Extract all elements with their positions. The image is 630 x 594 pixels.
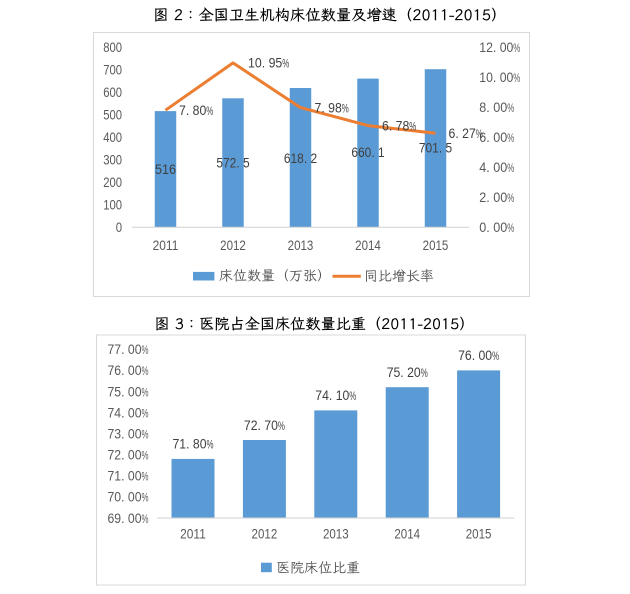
svg-text:2013: 2013 [288, 237, 314, 253]
svg-text:%: % [513, 71, 520, 85]
svg-text:0. 00: 0. 00 [479, 219, 507, 235]
svg-text:572. 5: 572. 5 [216, 155, 249, 171]
svg-text:%: % [507, 191, 514, 205]
svg-text:%: % [142, 491, 149, 505]
svg-text:8. 00: 8. 00 [479, 99, 507, 115]
svg-text:%: % [342, 101, 349, 115]
svg-text:100: 100 [103, 197, 122, 213]
svg-text:2013: 2013 [323, 525, 349, 541]
svg-text:%: % [507, 221, 514, 235]
svg-text:%: % [142, 512, 149, 526]
svg-text:%: % [278, 419, 285, 433]
svg-text:516: 516 [155, 161, 176, 177]
svg-text:7. 80: 7. 80 [179, 102, 206, 118]
svg-text:%: % [142, 427, 149, 441]
svg-text:%: % [206, 104, 213, 118]
svg-text:71. 80: 71. 80 [173, 436, 207, 452]
svg-text:660. 1: 660. 1 [351, 144, 384, 160]
svg-text:72. 70: 72. 70 [244, 417, 278, 433]
svg-text:2. 00: 2. 00 [479, 189, 507, 205]
svg-text:7. 98: 7. 98 [315, 99, 342, 115]
svg-text:0: 0 [116, 219, 122, 235]
svg-text:4. 00: 4. 00 [479, 159, 507, 175]
svg-text:500: 500 [103, 106, 122, 122]
svg-text:74. 10: 74. 10 [315, 387, 349, 403]
svg-text:%: % [409, 119, 416, 133]
svg-text:%: % [476, 127, 483, 141]
svg-text:%: % [207, 438, 214, 452]
svg-text:10. 95: 10. 95 [248, 55, 282, 71]
svg-text:69. 00: 69. 00 [108, 510, 142, 526]
svg-text:200: 200 [103, 174, 122, 190]
svg-text:618. 2: 618. 2 [284, 150, 317, 166]
svg-text:%: % [142, 385, 149, 399]
svg-text:%: % [507, 101, 514, 115]
svg-text:6. 27: 6. 27 [449, 125, 476, 141]
svg-text:%: % [142, 343, 149, 357]
svg-text:%: % [507, 131, 514, 145]
svg-text:%: % [142, 364, 149, 378]
svg-text:%: % [282, 57, 289, 71]
svg-text:701. 5: 701. 5 [419, 139, 452, 155]
svg-text:2015: 2015 [423, 237, 449, 253]
svg-text:75. 20: 75. 20 [387, 364, 421, 380]
svg-text:71. 00: 71. 00 [108, 468, 142, 484]
svg-text:76. 00: 76. 00 [108, 362, 142, 378]
svg-text:%: % [507, 161, 514, 175]
svg-text:2015: 2015 [466, 525, 492, 541]
svg-text:%: % [142, 449, 149, 463]
svg-text:2014: 2014 [355, 237, 381, 253]
svg-text:2011: 2011 [180, 525, 206, 541]
svg-text:10. 00: 10. 00 [479, 69, 513, 85]
svg-text:2012: 2012 [220, 237, 246, 253]
svg-text:%: % [142, 406, 149, 420]
svg-text:600: 600 [103, 84, 122, 100]
svg-text:2012: 2012 [252, 525, 278, 541]
svg-text:72. 00: 72. 00 [108, 447, 142, 463]
svg-text:%: % [513, 41, 520, 55]
svg-text:2014: 2014 [394, 525, 420, 541]
svg-text:77. 00: 77. 00 [108, 341, 142, 357]
svg-text:74. 00: 74. 00 [108, 404, 142, 420]
svg-text:6. 78: 6. 78 [382, 117, 409, 133]
svg-text:%: % [492, 349, 499, 363]
svg-text:6. 00: 6. 00 [479, 129, 507, 145]
svg-text:%: % [142, 470, 149, 484]
svg-text:70. 00: 70. 00 [108, 489, 142, 505]
svg-text:800: 800 [103, 39, 122, 55]
svg-text:700: 700 [103, 61, 122, 77]
svg-text:300: 300 [103, 152, 122, 168]
svg-text:73. 00: 73. 00 [108, 425, 142, 441]
svg-text:400: 400 [103, 129, 122, 145]
svg-text:2011: 2011 [153, 237, 179, 253]
svg-text:12. 00: 12. 00 [479, 39, 513, 55]
svg-text:75. 00: 75. 00 [108, 383, 142, 399]
svg-text:%: % [349, 389, 356, 403]
svg-text:%: % [421, 366, 428, 380]
svg-text:76. 00: 76. 00 [458, 347, 492, 363]
